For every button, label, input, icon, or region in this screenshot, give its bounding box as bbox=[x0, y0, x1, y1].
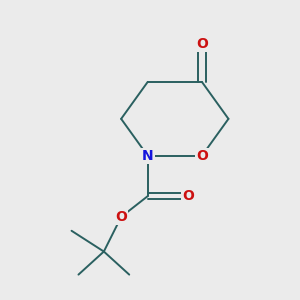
Text: O: O bbox=[196, 37, 208, 51]
Text: O: O bbox=[115, 210, 127, 224]
Text: N: N bbox=[142, 149, 154, 163]
Text: O: O bbox=[196, 149, 208, 163]
Text: O: O bbox=[182, 189, 194, 203]
